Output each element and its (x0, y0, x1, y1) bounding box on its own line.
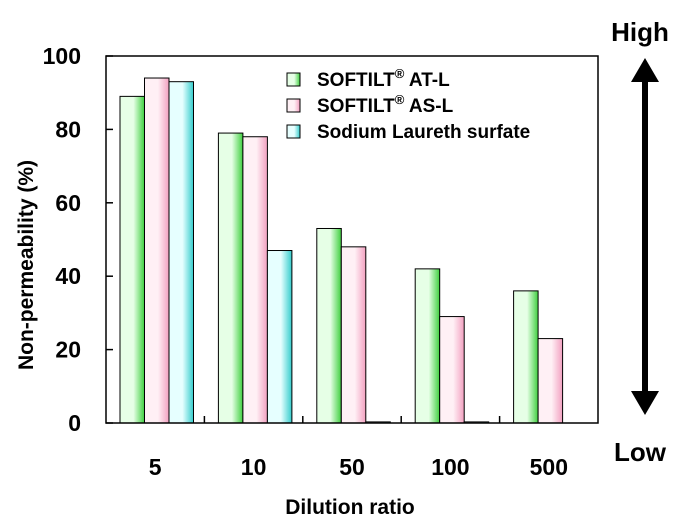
bar-sodium-laureth-surfate-10 (266, 250, 293, 424)
x-tick-label: 500 (530, 454, 568, 480)
x-axis-title: Dilution ratio (285, 496, 415, 519)
bar-as-l-50 (340, 246, 367, 424)
legend-swatch (286, 124, 301, 139)
y-tick-label: 40 (55, 263, 81, 289)
legend-label: SOFTILT® AS-L (317, 92, 454, 117)
y-tick-label: 0 (68, 410, 81, 436)
bar-at-l-50 (316, 227, 342, 424)
y-tick-label: 100 (43, 43, 81, 69)
legend-label: SOFTILT® AT-L (317, 66, 450, 91)
bar-sodium-laureth-surfate-5 (168, 81, 194, 424)
x-tick-label: 5 (149, 454, 162, 480)
bar-as-l-100 (439, 316, 465, 424)
x-tick-label: 10 (241, 454, 267, 480)
legend-swatch (286, 98, 301, 113)
high-label: High (611, 17, 669, 47)
bar-at-l-10 (217, 132, 244, 424)
plot-area-border (105, 55, 599, 424)
y-tick-label: 80 (55, 116, 81, 142)
legend-swatch (286, 72, 301, 87)
bar-at-l-500 (513, 290, 539, 424)
legend-label: Sodium Laureth surfate (317, 122, 530, 143)
y-tick-label: 60 (55, 190, 81, 216)
down-arrow-icon (631, 391, 659, 415)
bar-at-l-100 (414, 268, 441, 424)
y-tick-label: 20 (55, 337, 81, 363)
low-label: Low (614, 437, 667, 467)
x-tick-label: 100 (431, 454, 469, 480)
bar-as-l-10 (242, 136, 268, 424)
bar-as-l-5 (144, 77, 170, 424)
plot-frame (105, 55, 599, 424)
bar-at-l-5 (119, 95, 145, 424)
y-axis-ticks: 0 20 40 60 80 100 (43, 43, 113, 436)
y-axis-title: Non-permeability (%) (15, 160, 38, 370)
high-low-indicator: High Low (611, 17, 669, 467)
x-tick-label: 50 (339, 454, 365, 480)
bar-as-l-500 (537, 338, 564, 424)
up-arrow-icon (631, 58, 659, 82)
x-axis-ticks: 5 10 50 100 500 (149, 416, 568, 480)
